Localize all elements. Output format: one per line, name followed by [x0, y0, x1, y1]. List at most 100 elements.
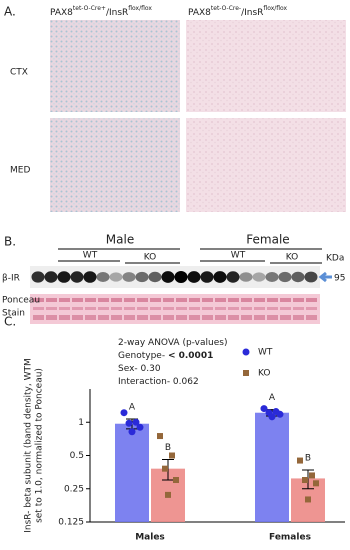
band [161, 271, 175, 283]
annotation-text: Sex- 0.30 [118, 364, 161, 374]
ponceau-band [267, 315, 278, 320]
ponceau-band [72, 298, 83, 302]
panel-label: A. [4, 5, 16, 19]
ponceau-band [202, 307, 213, 310]
annotation-text: Interaction- 0.062 [118, 377, 199, 387]
band [213, 271, 227, 283]
unit-label: KDa [326, 254, 344, 264]
row-label: MED [10, 166, 30, 176]
ponceau-band [241, 315, 252, 320]
legend-label: WT [258, 348, 273, 358]
data-point [260, 405, 268, 413]
micrograph [50, 118, 180, 212]
band [148, 271, 162, 283]
subgroup-label: WT [83, 251, 98, 261]
ponceau-band [124, 298, 135, 302]
ponceau-band [72, 307, 83, 310]
band [200, 271, 214, 283]
x-tick-label: Males [135, 533, 165, 543]
ponceau-band [150, 298, 161, 302]
annotation-text: Genotype- [118, 351, 168, 361]
ponceau-band [306, 315, 317, 320]
ponceau-band [137, 315, 148, 320]
ponceau-band [98, 307, 109, 310]
ponceau-band [33, 298, 44, 302]
header-part: /InsR [106, 8, 128, 18]
header-part: PAX8 [188, 8, 211, 18]
ponceau-band [137, 307, 148, 310]
ponceau-band [111, 315, 122, 320]
data-point [162, 465, 168, 472]
band [122, 272, 136, 282]
ponceau-band [85, 315, 96, 320]
ponceau-band [215, 315, 226, 320]
significance-letter: B [165, 443, 171, 453]
y-axis-label: set to 1.0, normalized to Ponceau) [35, 368, 45, 523]
band [31, 271, 45, 283]
ponceau-band [33, 307, 44, 310]
ponceau-band [59, 298, 70, 302]
band [239, 272, 253, 282]
y-tick-label: 0.125 [58, 518, 84, 528]
ponceau-band [254, 298, 265, 302]
ponceau-band [267, 298, 278, 302]
loading-label: Stain [2, 309, 25, 319]
ponceau-band [215, 307, 226, 310]
ponceau-band [176, 307, 187, 310]
ponceau-band [293, 315, 304, 320]
ponceau-band [254, 315, 265, 320]
ponceau-band [306, 298, 317, 302]
group-label: Male [106, 233, 134, 247]
ponceau-band [137, 298, 148, 302]
data-point [132, 418, 140, 426]
annotation: Sex- 0.30 [118, 364, 161, 374]
band [83, 271, 97, 283]
ponceau-band [189, 315, 200, 320]
header-part: /InsR [241, 8, 263, 18]
x-tick-label: Females [269, 533, 311, 543]
ponceau-band [228, 307, 239, 310]
significance-letter: B [305, 453, 311, 463]
ponceau-band [280, 307, 291, 310]
ponceau-band [202, 298, 213, 302]
subgroup-label: KO [144, 253, 157, 263]
annotation: Genotype- < 0.0001 [118, 351, 213, 361]
data-point [169, 452, 175, 459]
ponceau-band [254, 307, 265, 310]
micrograph [186, 20, 346, 112]
arrow [318, 271, 332, 283]
data-point [165, 491, 171, 498]
data-point [128, 428, 136, 436]
micrograph [186, 118, 346, 212]
annotation: Interaction- 0.062 [118, 377, 199, 387]
ponceau-band [202, 315, 213, 320]
ponceau-band [85, 307, 96, 310]
ponceau-band [150, 315, 161, 320]
ponceau-band [59, 315, 70, 320]
band [291, 271, 305, 283]
ponceau-band [163, 307, 174, 310]
ponceau-band [176, 315, 187, 320]
band [70, 271, 84, 283]
ponceau-band [124, 307, 135, 310]
row-label: CTX [10, 68, 28, 78]
band [135, 271, 149, 283]
ponceau-band [46, 307, 57, 310]
significance-letter: A [269, 393, 276, 403]
ponceau-band [306, 307, 317, 310]
ponceau-band [280, 315, 291, 320]
annotation-text: 2-way ANOVA (p-values) [118, 338, 227, 348]
legend-marker [243, 370, 249, 376]
legend-label: KO [258, 369, 271, 379]
ponceau-band [111, 307, 122, 310]
band [187, 271, 201, 283]
subgroup-label: WT [231, 251, 246, 261]
data-point [305, 496, 311, 503]
micrograph [50, 20, 180, 112]
panel-label: B. [4, 235, 16, 249]
annotation: 2-way ANOVA (p-values) [118, 338, 227, 348]
ponceau-band [215, 298, 226, 302]
data-point [173, 477, 179, 484]
bar [115, 423, 149, 522]
